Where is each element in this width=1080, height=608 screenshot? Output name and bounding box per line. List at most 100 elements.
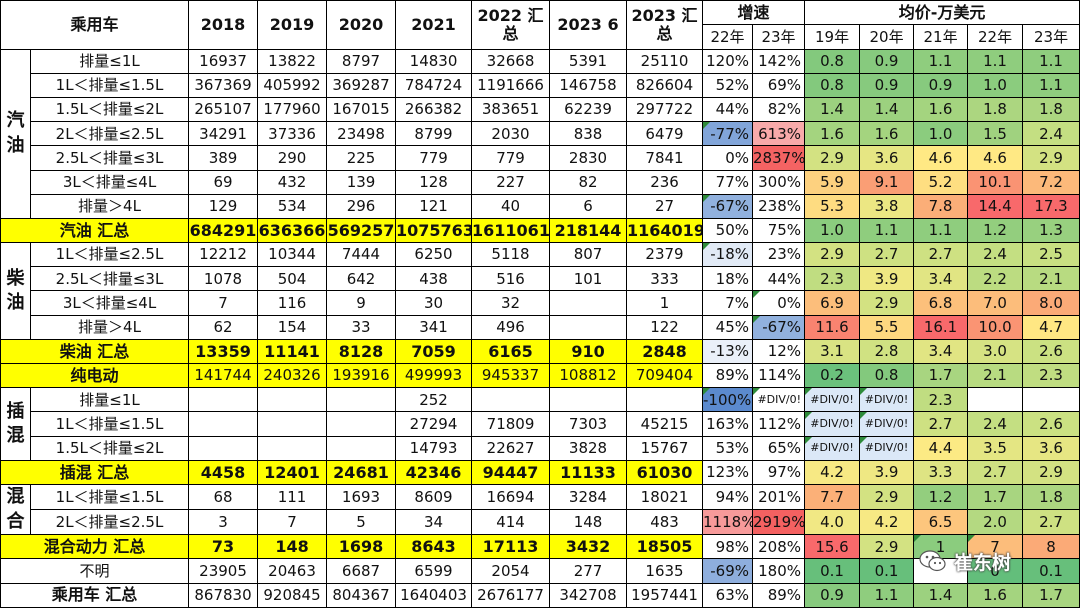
row-label: 排量≤1L (29, 48, 190, 74)
cell-value: 154 (257, 314, 328, 340)
cell-value: 1078 (188, 266, 259, 292)
price-cell: 5.9 (804, 169, 861, 195)
price-cell: #DIV/0! (804, 435, 861, 461)
cell-value: 8797 (326, 48, 397, 74)
cell-value: 642 (326, 266, 397, 292)
cell-value: 341 (395, 314, 473, 340)
cell-value: 6687 (326, 558, 397, 584)
fuel-group-label: 柴油 (0, 242, 31, 340)
growth-cell: 114% (752, 363, 806, 389)
price-cell: 2.5 (1022, 242, 1080, 268)
cell-value: 779 (471, 145, 551, 171)
cell-value: 807 (549, 242, 628, 268)
cell-value: 684291 (188, 217, 259, 244)
price-cell: 1.3 (1022, 217, 1080, 244)
price-cell: #DIV/0! (804, 387, 861, 413)
table-row: 柴油 1L＜排量≤2.5L 12212 10344 7444 6250 5118 807 237… (0, 242, 1080, 340)
price-cell: 0.8 (859, 363, 915, 389)
cell-value: 389 (188, 145, 259, 171)
cell-value: 496 (471, 314, 551, 340)
growth-year-22: 22年 (702, 24, 754, 50)
table-row: 汽油 排量≤1L 16937 13822 8797 14830 32668 5391 25110… (0, 48, 1080, 219)
cell-value: 432 (257, 169, 328, 195)
price-cell: 3.8 (859, 193, 915, 219)
cell-value: 37336 (257, 121, 328, 147)
growth-cell: 69% (752, 72, 806, 98)
row-label: 1.5L＜排量≤2L (29, 96, 190, 123)
cell-value: 252 (395, 387, 473, 413)
table-row: 1.5L＜排量≤2L 14793 22627 3828 15767 53% 65% #DIV/… (1, 435, 1080, 461)
cell-value: 296 (326, 193, 397, 219)
cell-value: 3 (188, 509, 259, 536)
year-header-2018: 2018 (188, 0, 259, 50)
cell-value: 17113 (471, 534, 551, 560)
cell-value: 20463 (257, 558, 328, 584)
growth-cell: 89% (752, 582, 806, 608)
price-cell: 3.9 (859, 459, 915, 485)
price-cell: 2.1 (1022, 266, 1080, 292)
cell-value: 14830 (395, 48, 473, 74)
cell-value: 2848 (626, 338, 704, 365)
cell-value: 18505 (626, 534, 704, 560)
growth-cell: 163% (702, 411, 754, 437)
table-row: 柴油 汇总 13359 11141 8128 7059 6165 910 2848 -13% 12… (0, 338, 1080, 365)
cell-value: 14793 (395, 435, 473, 461)
cell-value: 7 (188, 290, 259, 316)
growth-cell: 75% (752, 217, 806, 244)
cell-value: 277 (549, 558, 628, 584)
cell-value: 227 (471, 169, 551, 195)
cell-value: 8609 (395, 483, 473, 511)
price-cell: 1.6 (967, 582, 1024, 608)
growth-cell: 613% (752, 121, 806, 147)
cell-value: 265107 (188, 96, 259, 123)
cell-value: 139 (326, 169, 397, 195)
cell-value: 499993 (395, 363, 473, 389)
cell-value: 3828 (549, 435, 628, 461)
table-row: 插混 汇总 4458 12401 24681 42346 94447 11133 61030 1… (0, 459, 1080, 485)
cell-value: 438 (395, 266, 473, 292)
cell-value: 62239 (549, 96, 628, 123)
cell-value (188, 387, 259, 413)
cell-value: 920845 (257, 582, 328, 608)
cell-value: 804367 (326, 582, 397, 608)
cell-value: 121 (395, 193, 473, 219)
cell-value: 193916 (326, 363, 397, 389)
table-row: 汽油 汇总 684291 636366 569257 1075763 1611061 218… (0, 217, 1080, 244)
price-cell: 2.9 (804, 145, 861, 171)
row-label: 2L＜排量≤2.5L (29, 509, 190, 536)
cell-value: 225 (326, 145, 397, 171)
price-cell: 7.8 (913, 193, 969, 219)
price-year-22: 22年 (967, 24, 1024, 50)
growth-cell: 44% (702, 96, 754, 123)
price-cell: 2.3 (1022, 363, 1080, 389)
growth-cell: 180% (752, 558, 806, 584)
cell-value: 5 (326, 509, 397, 536)
price-cell: 2.7 (913, 242, 969, 268)
cell-value: 16694 (471, 483, 551, 511)
price-cell: 10.0 (967, 314, 1024, 340)
growth-cell: -13% (702, 338, 754, 365)
price-cell: 0.1 (804, 558, 861, 584)
cell-value: 7303 (549, 411, 628, 437)
price-cell: 2.4 (967, 411, 1024, 437)
cell-value: 167015 (326, 96, 397, 123)
cell-value: 15767 (626, 435, 704, 461)
table-row: 排量＞4L 62 154 33 341 496 122 45% -67% 11.6 5.5 16.1 1… (1, 314, 1080, 340)
year-header-2022-total: 2022 汇总 (471, 0, 551, 50)
price-cell: 3.4 (913, 266, 969, 292)
cell-value: 6599 (395, 558, 473, 584)
price-cell: 2.9 (1022, 145, 1080, 171)
price-header: 均价-万美元 (804, 0, 1080, 26)
growth-cell: 112% (752, 411, 806, 437)
growth-cell: 63% (702, 582, 754, 608)
price-cell: #DIV/0! (859, 435, 915, 461)
price-cell: 0.8 (804, 48, 861, 74)
cell-value (471, 387, 551, 413)
price-cell: 1.8 (967, 96, 1024, 123)
price-cell: 3.0 (967, 338, 1024, 365)
price-cell: 3.1 (804, 338, 861, 365)
cell-value: 516 (471, 266, 551, 292)
growth-cell: -67% (702, 193, 754, 219)
cell-value (626, 387, 704, 413)
cell-value (326, 411, 397, 437)
